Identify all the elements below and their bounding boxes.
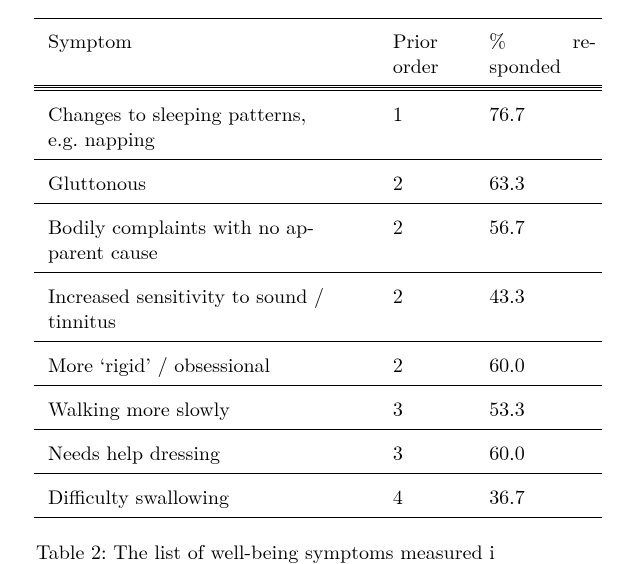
page-root: Symptom Prior order % re- sponded (0, 0, 624, 563)
table-body: Changes to sleeping patterns,e.g. nappin… (34, 91, 602, 518)
col-header-prior: Prior order (379, 19, 475, 87)
col-header-resp-l2: sponded (489, 50, 561, 79)
caption-label: Table 2: (36, 538, 107, 563)
col-header-symptom: Symptom (34, 19, 379, 87)
table-header-row: Symptom Prior order % re- sponded (34, 19, 602, 87)
symptom-line1: Gluttonous (48, 167, 146, 196)
table-caption: Table 2: The list of well-being symptoms… (34, 538, 602, 563)
col-header-resp-l1a: % (489, 27, 506, 52)
table-row: Difficulty swallowing 436.7 (34, 474, 602, 518)
table-row: More ‘rigid’ / obsessional 260.0 (34, 342, 602, 386)
symptom-line2: tinnitus (48, 305, 116, 334)
cell-symptom: Difficulty swallowing (34, 474, 379, 518)
symptom-line2: e.g. napping (48, 123, 155, 152)
cell-responded: 63.3 (475, 160, 602, 204)
cell-symptom: Bodily complaints with no ap-parent caus… (34, 204, 379, 273)
cell-symptom: Walking more slowly (34, 386, 379, 430)
col-header-resp-l1b: re- (573, 27, 596, 52)
cell-prior: 4 (379, 474, 475, 518)
table-row: Bodily complaints with no ap-parent caus… (34, 204, 602, 273)
caption-text: The list of well-being symptoms measured… (113, 538, 495, 563)
cell-responded: 36.7 (475, 474, 602, 518)
col-header-prior-l2: order (393, 50, 439, 79)
cell-responded: 53.3 (475, 386, 602, 430)
symptom-line1: Needs help dressing (48, 437, 220, 466)
symptom-line1: Difficulty swallowing (48, 481, 229, 510)
cell-symptom: Changes to sleeping patterns,e.g. nappin… (34, 91, 379, 160)
cell-responded: 43.3 (475, 273, 602, 342)
cell-prior: 3 (379, 430, 475, 474)
cell-responded: 56.7 (475, 204, 602, 273)
table-row: Increased sensitivity to sound /tinnitus… (34, 273, 602, 342)
cell-prior: 3 (379, 386, 475, 430)
cell-prior: 1 (379, 91, 475, 160)
cell-prior: 2 (379, 160, 475, 204)
col-header-symptom-text: Symptom (48, 25, 132, 54)
cell-prior: 2 (379, 204, 475, 273)
cell-responded: 60.0 (475, 342, 602, 386)
cell-symptom: Gluttonous (34, 160, 379, 204)
cell-symptom: Needs help dressing (34, 430, 379, 474)
table-row: Walking more slowly 353.3 (34, 386, 602, 430)
cell-prior: 2 (379, 273, 475, 342)
symptom-line1: Walking more slowly (48, 393, 230, 422)
symptom-line2: parent cause (48, 236, 158, 265)
table-row: Gluttonous 263.3 (34, 160, 602, 204)
cell-responded: 76.7 (475, 91, 602, 160)
col-header-responded: % re- sponded (475, 19, 602, 87)
cell-responded: 60.0 (475, 430, 602, 474)
cell-prior: 2 (379, 342, 475, 386)
table-row: Changes to sleeping patterns,e.g. nappin… (34, 91, 602, 160)
cell-symptom: Increased sensitivity to sound /tinnitus (34, 273, 379, 342)
cell-symptom: More ‘rigid’ / obsessional (34, 342, 379, 386)
table-row: Needs help dressing 360.0 (34, 430, 602, 474)
symptom-line1: More ‘rigid’ / obsessional (48, 349, 270, 378)
symptom-table: Symptom Prior order % re- sponded (34, 18, 602, 518)
